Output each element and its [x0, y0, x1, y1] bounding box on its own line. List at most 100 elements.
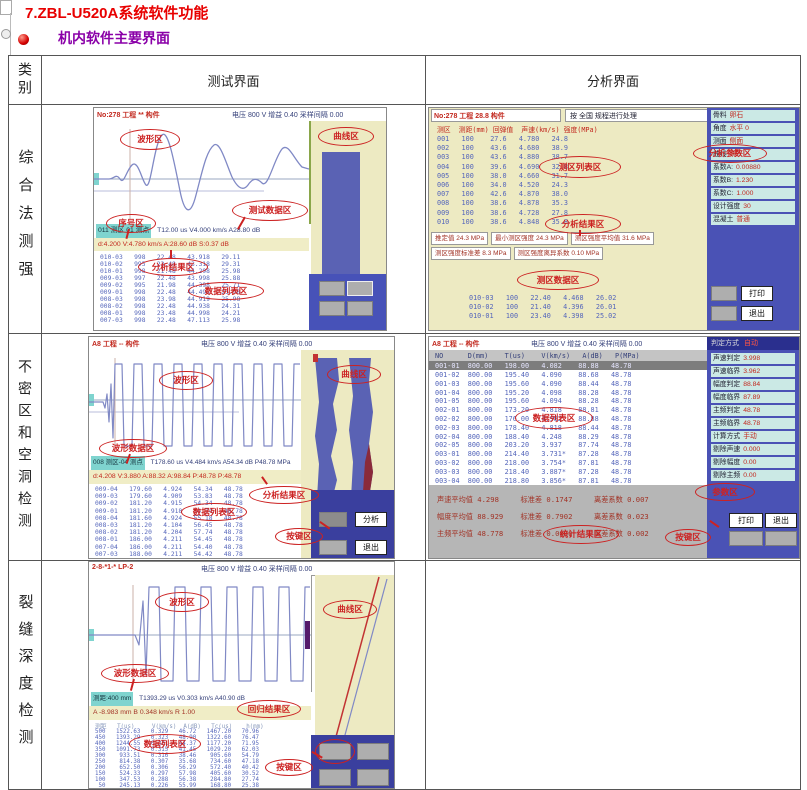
s4-param-amplitude-critical-label: 幅度临界	[713, 394, 741, 401]
annotation-stats-area: 统计结果区	[543, 525, 619, 544]
s4-mode-label: 判定方式	[711, 340, 739, 347]
s1-button-4[interactable]	[347, 301, 373, 316]
s4-exit-button[interactable]: 退出	[765, 513, 797, 528]
s2-param-angle: 角度 水平 0	[711, 123, 795, 134]
s1-button-2[interactable]	[347, 281, 373, 296]
s4-param-cull-freq-value: 0.00	[743, 472, 757, 479]
s4-param-amplitude-critical: 幅度临界 87.89	[711, 392, 795, 403]
s4-settings-info: 电压 800 V 增益 0.40 采样间隔 0.00	[531, 341, 643, 348]
s3-button-blank-2[interactable]	[319, 540, 347, 555]
s4-param-freq-judge: 主频判定 48.78	[711, 405, 795, 416]
s2-code-info: 按 全国 规程进行处理	[570, 113, 637, 120]
s4-selected-row-text: 001-01 800.00 198.00 4.082 88.88 48.78	[435, 362, 632, 370]
s5-button-2[interactable]	[357, 743, 389, 760]
s2-result-line1: 推定值 24.3 MPa 最小测区强度 24.3 MPa 测区强度平均值 31.…	[431, 232, 705, 245]
s2-param-concrete: 混凝土 普通	[711, 214, 795, 225]
s4-button-blank-1[interactable]	[729, 531, 763, 546]
s4-param-velocity-judge-value: 3.998	[743, 355, 761, 362]
annotation-waveform-area: 波形区	[120, 129, 180, 150]
s1-button-3[interactable]	[319, 301, 345, 316]
annotation-analysis-result-area: 分析结果区	[249, 486, 319, 504]
s2-zone-table-rows: 001 100 27.6 4.780 24.8 002 100 43.6 4.6…	[437, 135, 568, 226]
annotation-testdata-area: 测试数据区	[232, 200, 308, 221]
anchor-box	[0, 0, 12, 15]
s2-exit-button[interactable]: 退出	[741, 306, 773, 321]
s4-param-amplitude-judge: 幅度判定 88.84	[711, 379, 795, 390]
s2-sidebar: 骨料 卵石 角度 水平 0 测面 侧面 曲线 统一 系数A: 0.00880 系数B: 1.…	[707, 108, 799, 330]
annotation-waveform-area: 波形区	[155, 592, 209, 612]
s3-settings-info: 电压 800 V 增益 0.40 采样间隔 0.00	[201, 341, 313, 348]
s2-zone-table-header: 测区 测距(mm) 回弹值 声速(km/s) 强度(MPa)	[437, 126, 598, 134]
s5-datalist-panel: 测距 T(us) V(km/s) A(dB) Tc(us) h(mm) 500 …	[89, 720, 311, 788]
table-vline-1	[41, 56, 42, 789]
s2-param-design-strength-label: 设计强度	[713, 203, 741, 210]
s2-param-coeff-c-value: 1.000	[736, 190, 754, 197]
s1-button-panel	[309, 274, 386, 330]
s4-project-info: A8 工程 -- 构件	[432, 341, 480, 348]
header-analysis-interface: 分析界面	[586, 74, 639, 89]
s3-button-blank-1[interactable]	[319, 512, 347, 527]
annotation-datalist-area: 数据列表区	[188, 282, 264, 300]
annotation-curve-area: 曲线区	[327, 365, 381, 384]
s2-param-coeff-a: 系数A: 0.00880	[711, 162, 795, 173]
annotation-params-area: 参数区	[695, 483, 755, 501]
s1-button-1[interactable]	[319, 281, 345, 296]
s4-param-freq-judge-value: 48.78	[743, 407, 761, 414]
s4-selected-row[interactable]: 001-01 800.00 198.00 4.082 88.88 48.78	[429, 361, 707, 370]
anchor-circle-icon	[1, 29, 11, 39]
s4-topbar: A8 工程 -- 构件 电压 800 V 增益 0.40 采样间隔 0.00	[429, 337, 707, 351]
s5-measure-values: T1393.29 us V0.303 km/s A40.90 dB	[139, 695, 245, 702]
s2-stddev: 测区强度标准差 8.3 MPa	[431, 247, 511, 260]
s2-param-coeff-a-value: 0.00880	[736, 164, 761, 171]
s4-stats-panel: 声速平均值 4.298 标准差 0.1747 离差系数 0.007 幅度平均值 …	[429, 485, 707, 558]
category-crack-depth: 裂缝深度检测	[16, 593, 34, 756]
s4-param-freq-critical: 主频临界 48.78	[711, 418, 795, 429]
s2-button-blank-1[interactable]	[711, 286, 737, 301]
s2-button-blank-2[interactable]	[711, 306, 737, 321]
s4-print-button[interactable]: 打印	[729, 513, 763, 528]
s2-param-coeff-b-value: 1.230	[736, 177, 754, 184]
s5-regression-values: A -8.983 mm B 0.348 km/s R 1.00	[93, 709, 195, 716]
s4-param-velocity-critical-label: 声速临界	[713, 368, 741, 375]
s4-param-cull-freq: 剔除主频 0.00	[711, 470, 795, 481]
s3-result-values: d:4.208 V:3.880 A:88.32 A:98.84 P:48.78 …	[93, 473, 242, 480]
screenshot-crack-test: 2-8-*1-* LP-2 电压 800 V 增益 0.40 采样间隔 0.00…	[88, 561, 395, 789]
annotation-waveform-area: 波形区	[159, 371, 213, 390]
s1-result-values: d:4.200 V:4.780 km/s A:28.60 dB S:0.37 d…	[98, 241, 229, 248]
s4-param-velocity-critical-value: 3.962	[743, 368, 761, 375]
s2-min-zone-strength: 最小测区强度 24.3 MPa	[491, 232, 568, 245]
s2-param-concrete-label: 混凝土	[713, 216, 734, 223]
s2-param-surface-label: 测面	[713, 138, 727, 145]
s5-settings-info: 电压 800 V 增益 0.40 采样间隔 0.00	[201, 566, 313, 573]
s2-param-design-strength: 设计强度 30	[711, 201, 795, 212]
s3-datalist-rows: 009-04 179.60 4.924 54.34 48.78 009-03 1…	[95, 486, 243, 558]
s2-project-box: No:278 工程 28.8 构件	[431, 109, 561, 122]
s2-param-coeff-c-label: 系数C:	[713, 190, 734, 197]
s3-exit-button[interactable]: 退出	[355, 540, 387, 555]
screenshot-strength-test: No:278 工程 ** 构件 电压 800 V 增益 0.40 采样间隔 0.…	[93, 107, 387, 331]
annotation-keys-area: 按键区	[275, 528, 323, 545]
s5-button-3[interactable]	[319, 769, 351, 786]
header-category: 类别	[17, 62, 33, 98]
s4-param-cull-freq-label: 剔除主频	[713, 472, 741, 479]
s5-button-4[interactable]	[357, 769, 389, 786]
s5-gate-marker	[305, 621, 310, 649]
table-hline-row2	[9, 560, 800, 561]
annotation-keys-area: 按键区	[665, 529, 711, 546]
s1-curve-panel	[311, 121, 386, 274]
s4-button-blank-2[interactable]	[765, 531, 797, 546]
annotation-regression-area: 回归结果区	[237, 700, 301, 718]
annotation-analysis-params-area: 分析参数区	[693, 144, 767, 163]
s2-print-button[interactable]: 打印	[741, 286, 773, 301]
s2-code-box: 按 全国 规程进行处理	[565, 109, 727, 122]
s4-param-calc-mode-label: 计算方式	[713, 433, 741, 440]
s3-result-strip: d:4.208 V:3.880 A:88.32 A:98.84 P:48.78 …	[89, 470, 301, 484]
s3-analyze-button[interactable]: 分析	[355, 512, 387, 527]
s1-measure-values: T12.00 us V4.000 km/s A28.80 dB	[157, 227, 261, 234]
s2-param-aggregate-label: 骨料	[713, 112, 727, 119]
s4-param-cull-velocity: 剔除声速 0.000	[711, 444, 795, 455]
annotation-analysis-result-area: 分析结果区	[545, 214, 621, 234]
s2-zonedata-rows: 010-03 100 22.40 4.468 26.02 010-02 100 …	[469, 294, 617, 320]
s2-param-aggregate-value: 卵石	[729, 112, 744, 119]
bullet-sphere-icon	[18, 34, 29, 45]
